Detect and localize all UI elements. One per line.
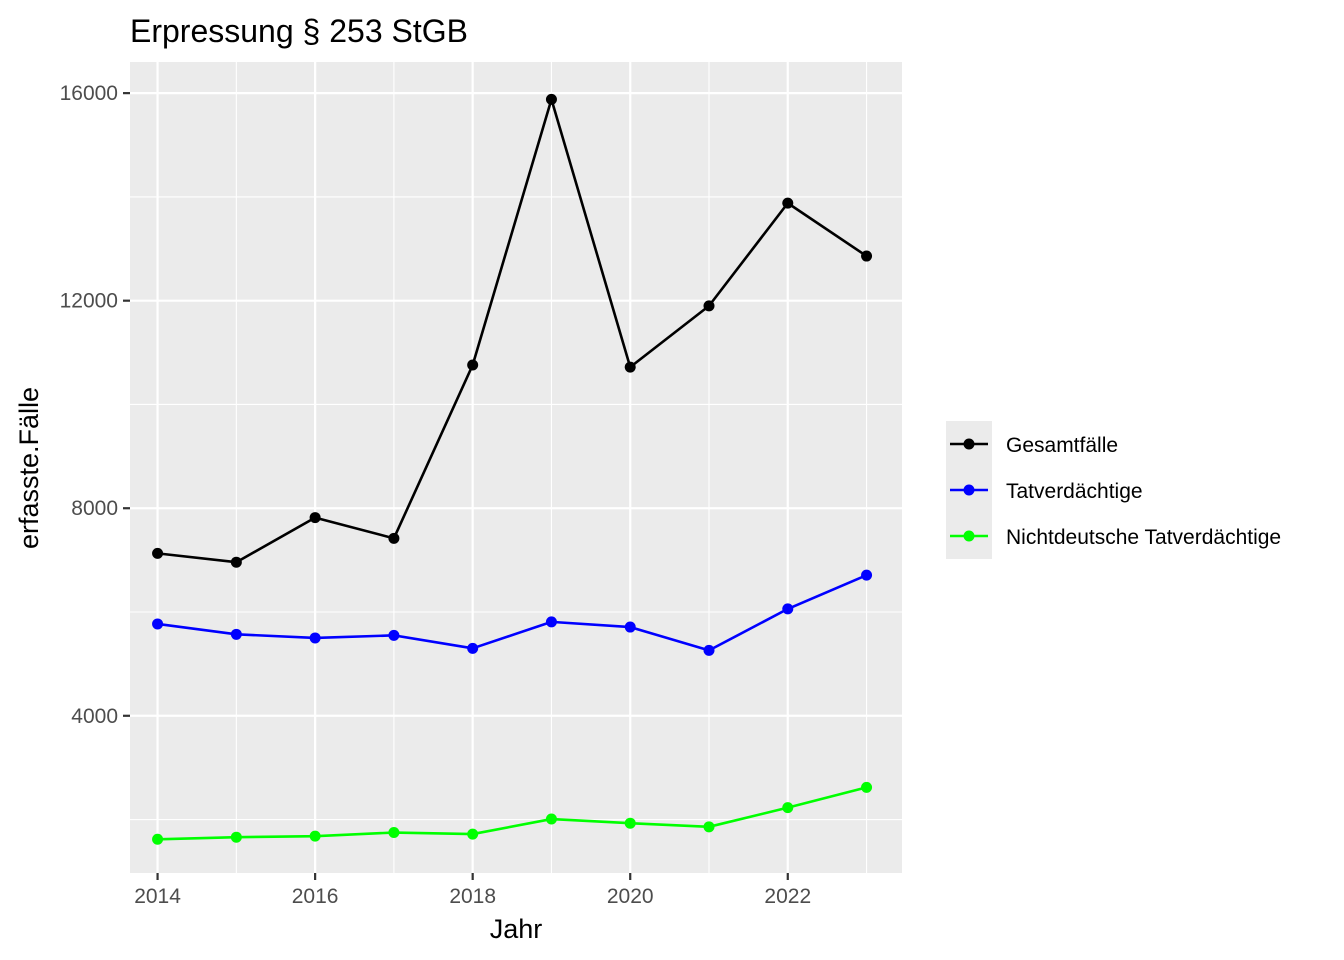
x-tick-label: 2020 [607, 885, 654, 908]
y-tick-label: 8000 [71, 497, 118, 520]
minor-gridlines [130, 62, 902, 873]
series-3 [152, 781, 873, 845]
data-point [230, 628, 242, 640]
data-point [624, 361, 636, 373]
series-1 [152, 93, 873, 568]
series-line [157, 98, 868, 564]
legend-label: Nichtdeutsche Tatverdächtige [1006, 526, 1281, 549]
legend-label: Gesamtfälle [1006, 434, 1118, 457]
data-point [703, 821, 715, 833]
legend-label: Tatverdächtige [1006, 480, 1143, 503]
data-point [545, 93, 557, 105]
data-point [152, 833, 164, 845]
data-point [309, 830, 321, 842]
legend-item: Gesamtfälle [950, 434, 1118, 457]
data-point [230, 831, 242, 843]
y-axis: 4000 8000 12000 16000 [60, 82, 130, 728]
major-gridlines [130, 62, 902, 873]
x-tick-label: 2016 [292, 885, 339, 908]
x-tick-label: 2022 [764, 885, 811, 908]
data-point [782, 197, 794, 209]
data-point [624, 817, 636, 829]
data-point [467, 828, 479, 840]
y-tick-label: 12000 [60, 290, 118, 313]
data-point [467, 642, 479, 654]
data-point [782, 802, 794, 814]
data-point [152, 618, 164, 630]
legend-item: Nichtdeutsche Tatverdächtige [950, 526, 1281, 549]
data-point [388, 827, 400, 839]
series-line [157, 573, 868, 652]
x-axis-title: Jahr [490, 914, 543, 944]
data-point [309, 512, 321, 524]
y-tick-label: 16000 [60, 82, 118, 105]
data-point [545, 813, 557, 825]
data-point [152, 547, 164, 559]
x-tick-label: 2018 [449, 885, 496, 908]
legend-key-point [963, 438, 975, 450]
data-point [624, 621, 636, 633]
legend-key-point [963, 530, 975, 542]
data-point [388, 629, 400, 641]
series-2 [152, 569, 873, 656]
y-tick-label: 4000 [71, 705, 118, 728]
data-point [782, 603, 794, 615]
chart-title: Erpressung § 253 StGB [130, 13, 468, 49]
data-point [230, 556, 242, 568]
data-point [703, 644, 715, 656]
legend-item: Tatverdächtige [950, 480, 1143, 503]
data-point [467, 359, 479, 371]
data-point [861, 250, 873, 262]
data-point [309, 632, 321, 644]
legend: Gesamtfälle Tatverdächtige Nichtdeutsche T… [946, 421, 1281, 559]
x-tick-label: 2014 [134, 885, 181, 908]
legend-key-point [963, 484, 975, 496]
data-point [388, 532, 400, 544]
data-point [545, 616, 557, 628]
series-line [157, 786, 867, 841]
series-layer [152, 93, 873, 845]
data-point [861, 569, 873, 581]
data-point [861, 781, 873, 793]
x-axis: 2014 2016 2018 2020 2022 [134, 873, 811, 908]
plot-panel [130, 62, 902, 873]
y-axis-title: erfasste.Fälle [14, 387, 44, 549]
data-point [703, 300, 715, 312]
